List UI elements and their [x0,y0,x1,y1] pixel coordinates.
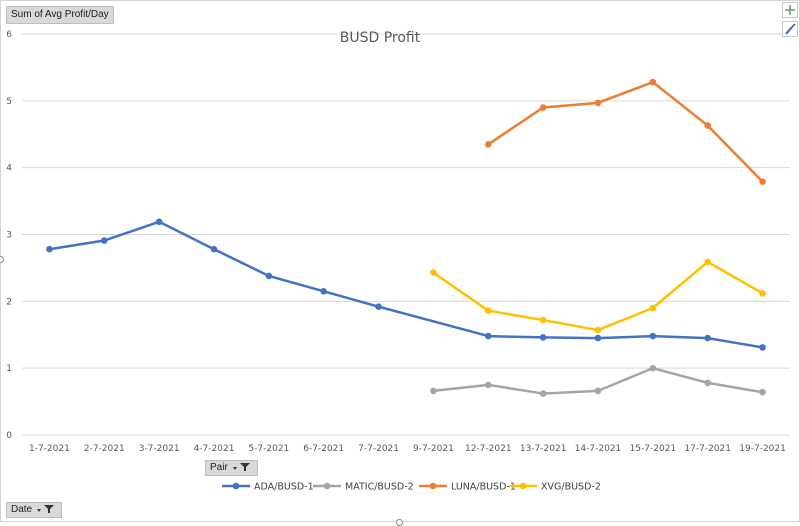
y-tick-label: 3 [6,231,12,241]
data-point[interactable] [539,316,547,324]
chart-styles-button[interactable] [782,21,798,37]
x-tick-label: 2-7-2021 [84,444,125,454]
data-point[interactable] [484,140,492,148]
x-tick-label: 12-7-2021 [465,444,512,454]
data-point[interactable] [430,387,437,395]
data-point[interactable] [649,364,657,372]
legend-label: LUNA/BUSD-1 [451,482,516,493]
date-filter-label: Date [6,502,62,518]
data-point[interactable] [704,334,712,342]
data-point[interactable] [265,272,273,280]
data-point[interactable] [649,332,657,340]
data-point[interactable] [539,390,547,397]
x-tick-label: 13-7-2021 [520,444,567,454]
y-tick-label: 4 [6,164,12,174]
data-point[interactable] [46,245,53,253]
data-point[interactable] [320,288,328,295]
y-tick-label: 0 [6,431,12,441]
legend-label: XVG/BUSD-2 [541,482,601,493]
series-line [432,260,764,332]
data-point[interactable] [430,269,437,276]
data-point[interactable] [704,258,712,266]
data-point[interactable] [594,99,602,107]
date-filter-button[interactable]: Date [6,502,62,518]
data-point[interactable] [649,78,657,86]
data-point[interactable] [594,334,602,342]
data-point[interactable] [704,122,712,129]
data-point[interactable] [759,178,766,186]
data-point[interactable] [210,245,218,253]
x-tick-label: 5-7-2021 [248,444,289,454]
series-line [487,80,764,183]
data-point[interactable] [594,326,602,334]
data-point[interactable] [539,104,547,111]
x-tick-label: 14-7-2021 [575,444,622,454]
legend-marker [429,482,437,490]
x-tick-label: 6-7-2021 [303,444,344,454]
data-point[interactable] [484,332,492,340]
data-point[interactable] [484,307,492,314]
data-point[interactable] [155,218,163,226]
data-point[interactable] [539,334,547,341]
plus-icon [785,5,795,15]
resize-handle-left[interactable] [0,256,4,263]
value-field-button[interactable]: Sum of Avg Profit/Day [6,6,114,24]
y-tick-label: 1 [6,364,12,374]
x-tick-label: 3-7-2021 [139,444,180,454]
legend-marker [232,482,240,490]
pair-filter-label: Pair [205,460,258,476]
data-point[interactable] [100,237,108,244]
data-point[interactable] [594,387,602,395]
data-point[interactable] [649,304,657,312]
x-tick-label: 19-7-2021 [739,444,786,454]
x-tick-label: 15-7-2021 [630,444,677,454]
data-point[interactable] [759,344,766,351]
chart-elements-button[interactable] [782,2,798,18]
y-tick-label: 2 [6,297,12,307]
legend-marker [323,482,331,490]
data-point[interactable] [375,303,382,310]
pair-filter-button[interactable]: Pair [205,460,258,476]
x-tick-label: 4-7-2021 [194,444,235,454]
filter-dropdown-icon [232,463,250,472]
legend-label: MATIC/BUSD-2 [345,482,414,493]
x-tick-label: 1-7-2021 [29,444,70,454]
data-point[interactable] [759,290,766,297]
x-tick-label: 17-7-2021 [684,444,731,454]
series-line [49,220,763,349]
data-point[interactable] [484,381,492,389]
legend-marker [519,482,527,490]
resize-handle-bottom[interactable] [396,519,403,526]
filter-dropdown-icon [36,505,54,514]
y-tick-label: 6 [6,30,12,40]
value-field-label: Sum of Avg Profit/Day [11,9,109,20]
data-point[interactable] [704,379,712,387]
x-tick-label: 7-7-2021 [358,444,399,454]
paintbrush-icon [785,23,796,35]
chart-title: BUSD Profit [340,30,421,46]
legend-label: ADA/BUSD-1 [254,482,314,493]
data-point[interactable] [759,388,766,396]
y-tick-label: 5 [6,97,12,107]
x-tick-label: 9-7-2021 [413,444,454,454]
